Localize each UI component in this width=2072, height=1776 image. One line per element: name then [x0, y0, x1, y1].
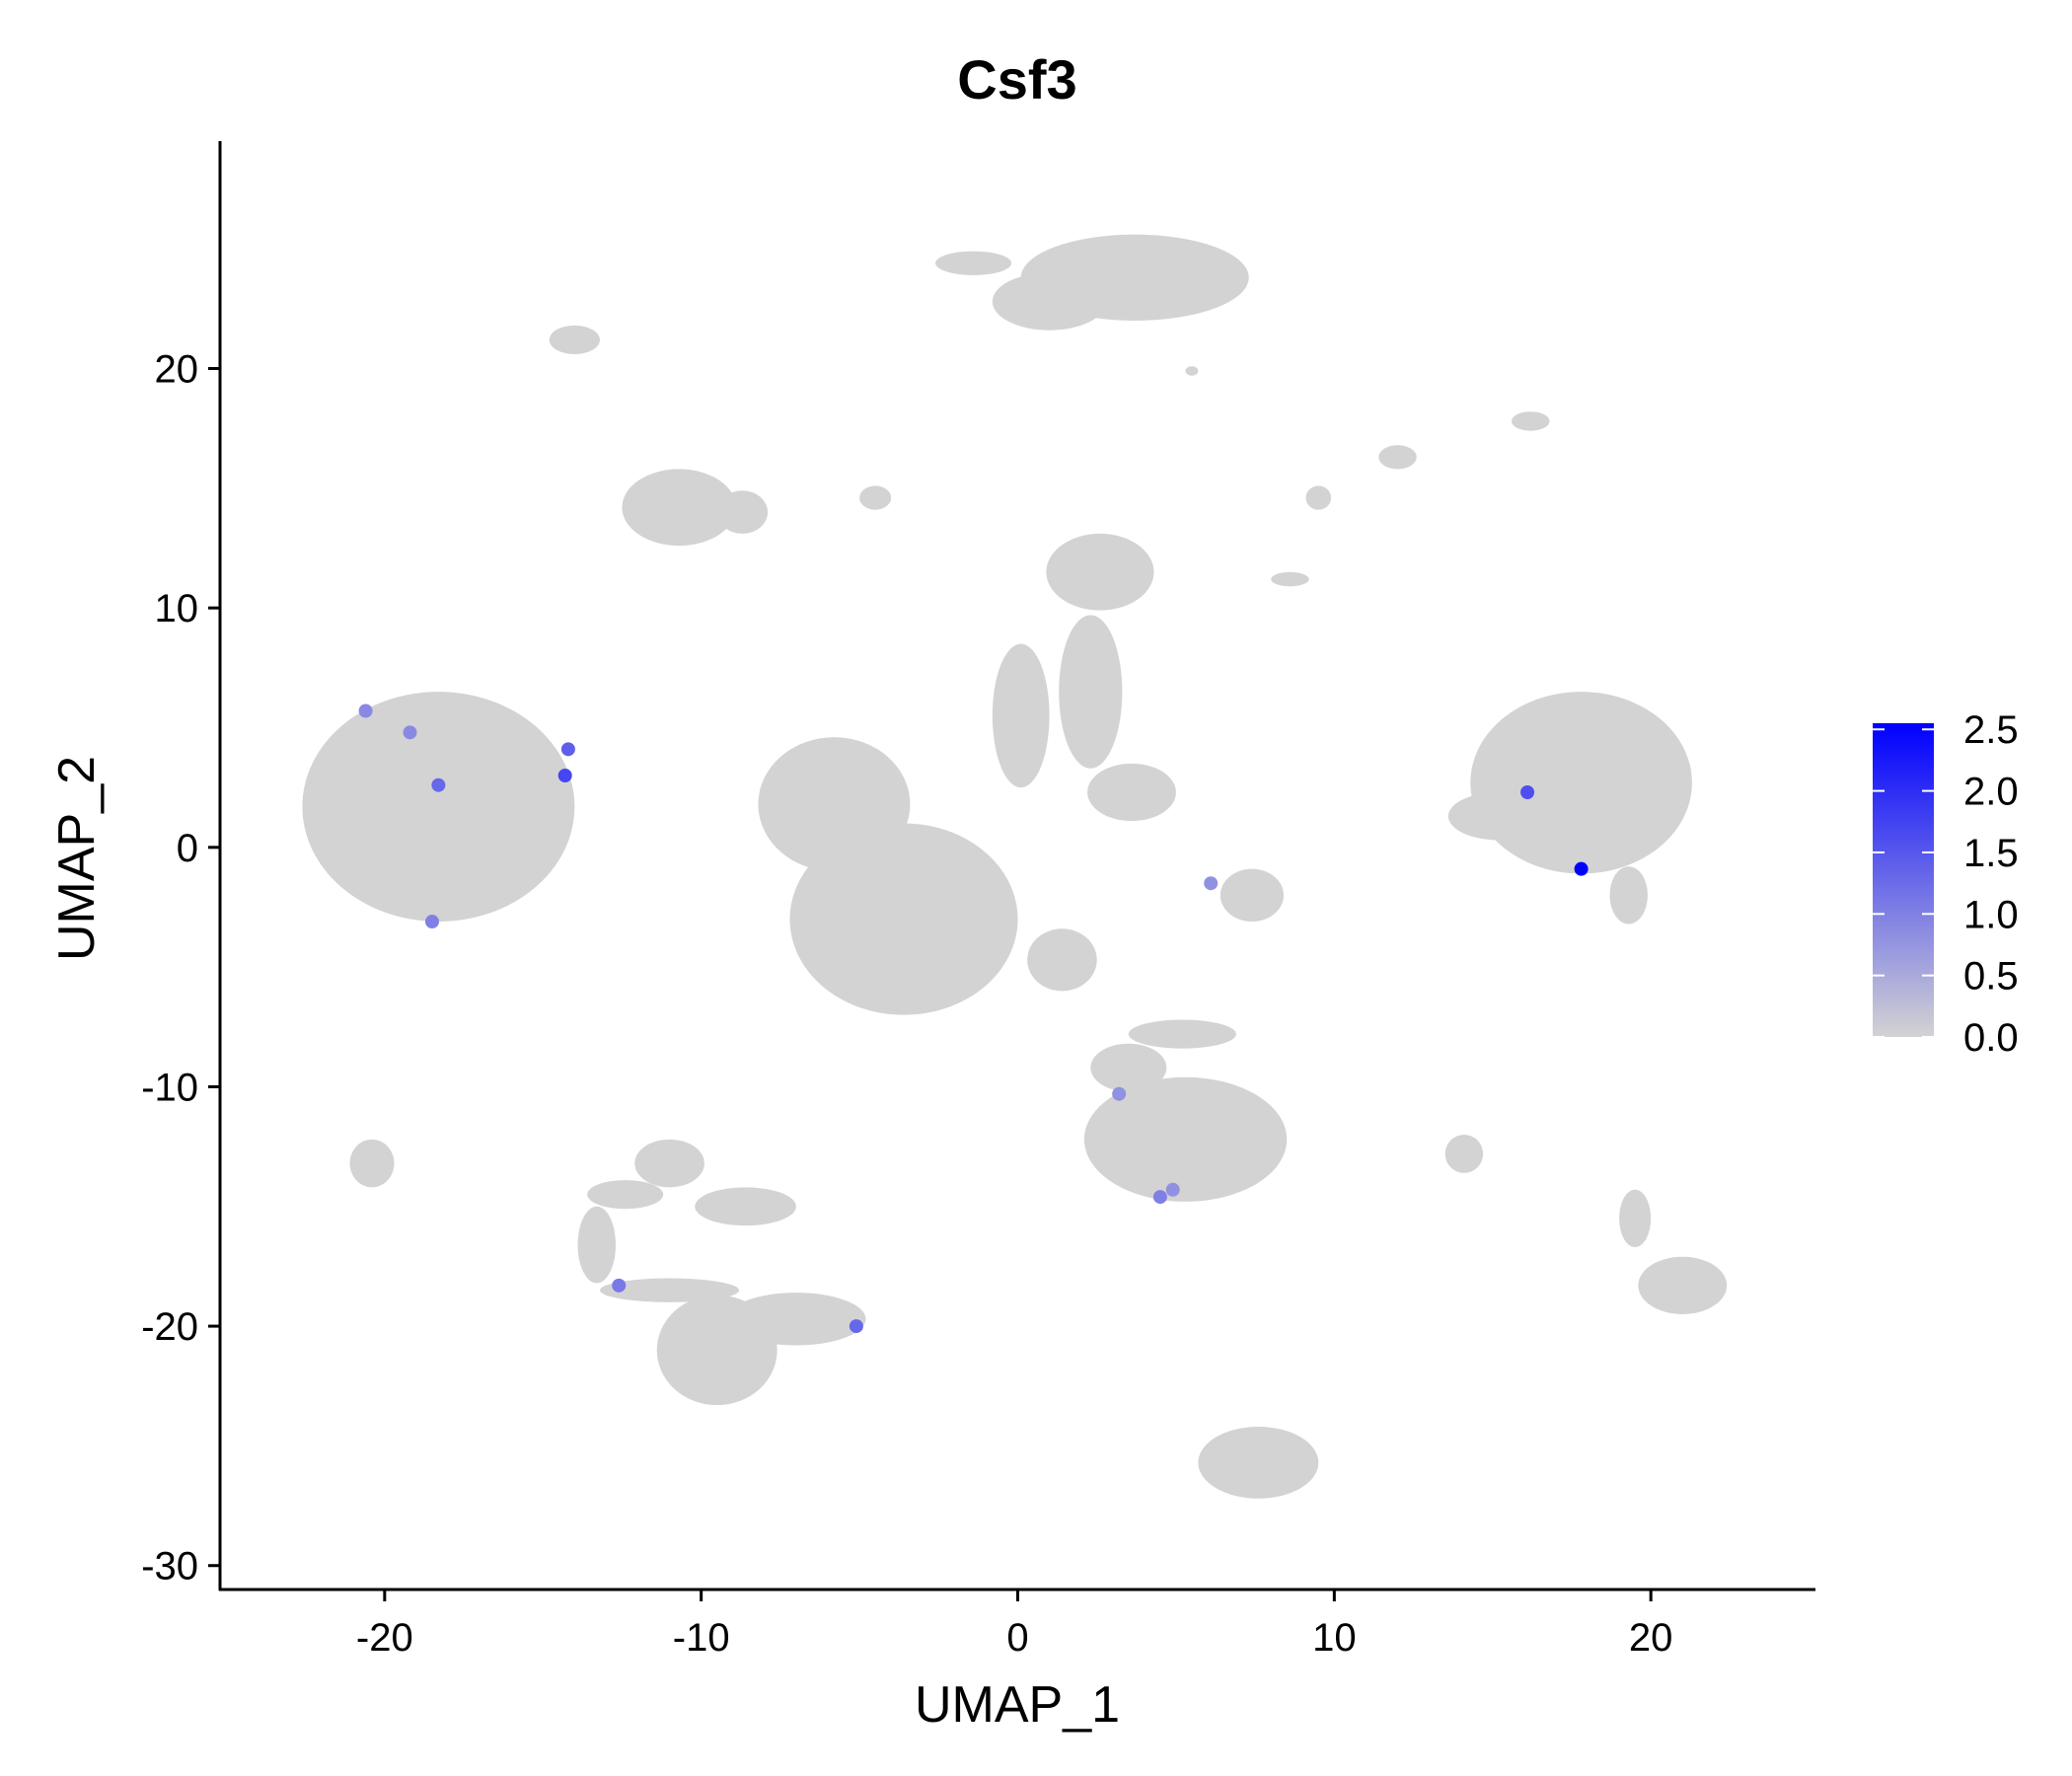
- cell-cluster-29: [349, 1139, 395, 1188]
- cell-cluster-35: [1378, 445, 1417, 470]
- expressing-cell-11: [1152, 1190, 1167, 1205]
- cell-cluster-25: [695, 1187, 796, 1226]
- cell-cluster-1: [302, 692, 575, 923]
- expressing-cell-2: [403, 725, 417, 740]
- x-axis-label: UMAP_1: [915, 1676, 1120, 1734]
- background-cells: [302, 234, 1728, 1499]
- cell-cluster-27: [1638, 1256, 1728, 1314]
- cell-cluster-33: [1444, 1134, 1484, 1173]
- y-axis-ticks: -30 -20 -10 0 10 20: [141, 348, 220, 1589]
- cell-cluster-21: [600, 1278, 740, 1302]
- expressing-cells: [358, 703, 1589, 1334]
- expressing-cell-14: [849, 1319, 863, 1334]
- y-axis-label: UMAP_2: [48, 756, 106, 961]
- expressing-cell-4: [560, 742, 575, 757]
- legend-tick-label: 2.5: [1963, 708, 2019, 752]
- cell-cluster-6: [1046, 533, 1154, 611]
- legend-tick-label: 0.5: [1963, 955, 2019, 999]
- cell-cluster-38: [1185, 366, 1199, 376]
- cell-cluster-26: [1198, 1427, 1319, 1499]
- y-tick-label: 10: [155, 587, 199, 630]
- expressing-cell-6: [424, 915, 439, 929]
- color-legend: 0.0 0.5 1.0 1.5 2.0 2.5: [1873, 708, 2019, 1060]
- expressing-cell-7: [1520, 784, 1535, 799]
- cell-cluster-20: [726, 1293, 866, 1346]
- chart-title: Csf3: [957, 48, 1076, 111]
- expressing-cell-12: [1165, 1182, 1180, 1197]
- cell-cluster-11: [716, 490, 769, 534]
- x-tick-label: 0: [1006, 1616, 1028, 1660]
- y-tick-label: -10: [141, 1066, 198, 1109]
- cell-cluster-37: [1271, 571, 1309, 587]
- x-tick-label: -20: [356, 1616, 413, 1660]
- cell-cluster-10: [622, 469, 736, 547]
- cell-cluster-18: [1128, 1019, 1236, 1049]
- cell-cluster-12: [549, 325, 600, 354]
- expressing-cell-3: [431, 777, 446, 792]
- y-tick-label: -20: [141, 1305, 198, 1349]
- x-axis-ticks: -20 -10 0 10 20: [356, 1590, 1672, 1660]
- legend-ticks: 0.0 0.5 1.0 1.5 2.0 2.5: [1873, 708, 2019, 1060]
- expressing-cell-13: [612, 1278, 627, 1293]
- cell-cluster-4: [992, 643, 1050, 788]
- expressing-cell-1: [358, 703, 373, 718]
- cell-cluster-22: [577, 1206, 617, 1284]
- cell-cluster-30: [1220, 868, 1284, 923]
- y-tick-label: 20: [155, 348, 199, 392]
- cell-cluster-15: [1609, 866, 1648, 925]
- expressing-cell-9: [1204, 876, 1219, 891]
- cell-cluster-14: [1447, 791, 1550, 841]
- x-tick-label: -10: [673, 1616, 730, 1660]
- cell-cluster-32: [1027, 928, 1097, 992]
- cell-cluster-9: [935, 251, 1012, 275]
- cell-cluster-36: [1305, 485, 1332, 510]
- expressing-cell-10: [1112, 1086, 1127, 1101]
- expressing-cell-8: [1574, 861, 1589, 876]
- legend-tick-label: 0.0: [1963, 1016, 2019, 1060]
- cell-cluster-39: [859, 485, 892, 510]
- cell-cluster-31: [1087, 763, 1176, 822]
- cell-cluster-24: [634, 1139, 704, 1188]
- legend-tick-label: 1.5: [1963, 832, 2019, 875]
- cell-cluster-5: [1059, 615, 1123, 769]
- legend-tick-label: 1.0: [1963, 893, 2019, 936]
- cell-cluster-23: [587, 1180, 664, 1210]
- cell-cluster-16: [1083, 1076, 1288, 1202]
- cell-cluster-28: [1619, 1189, 1652, 1248]
- cell-cluster-17: [1090, 1043, 1167, 1092]
- cell-cluster-13: [1470, 692, 1692, 874]
- x-tick-label: 20: [1629, 1616, 1673, 1660]
- cell-cluster-34: [1512, 411, 1550, 431]
- cell-cluster-3: [758, 737, 911, 872]
- x-tick-label: 10: [1312, 1616, 1357, 1660]
- cell-cluster-8: [992, 272, 1107, 331]
- expressing-cell-5: [557, 769, 572, 783]
- y-tick-label: -30: [141, 1545, 198, 1589]
- legend-colorbar: [1873, 723, 1934, 1037]
- y-tick-label: 0: [177, 827, 198, 870]
- legend-tick-label: 2.0: [1963, 771, 2019, 814]
- cell-cluster-2: [789, 823, 1018, 1015]
